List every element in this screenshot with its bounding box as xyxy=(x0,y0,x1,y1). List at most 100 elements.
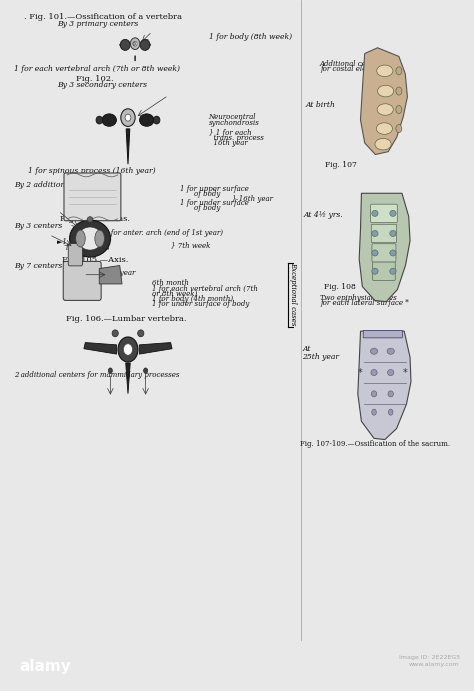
Text: Fig. 106.—Lumbar vertebra.: Fig. 106.—Lumbar vertebra. xyxy=(66,314,187,323)
Ellipse shape xyxy=(371,370,377,376)
Text: alamy: alamy xyxy=(19,659,71,674)
Polygon shape xyxy=(84,343,117,354)
Text: *: * xyxy=(358,368,363,377)
Text: 1 for upper surface: 1 for upper surface xyxy=(180,185,249,193)
Text: 2 additional centers for mammillary processes: 2 additional centers for mammillary proc… xyxy=(14,371,180,379)
Text: By 3 secondary centers: By 3 secondary centers xyxy=(57,81,147,88)
Text: for each lateral surface *: for each lateral surface * xyxy=(320,299,409,307)
Polygon shape xyxy=(359,193,410,302)
Text: By 2 additional plates: By 2 additional plates xyxy=(14,181,98,189)
Ellipse shape xyxy=(372,409,376,415)
Circle shape xyxy=(133,42,136,46)
Polygon shape xyxy=(139,343,172,354)
Text: Fig. 102.: Fig. 102. xyxy=(76,75,114,83)
FancyBboxPatch shape xyxy=(373,262,395,281)
Text: Fig. 105.—Axis.: Fig. 105.—Axis. xyxy=(62,256,128,264)
FancyBboxPatch shape xyxy=(371,225,397,243)
Text: 2nd year: 2nd year xyxy=(104,269,136,277)
Ellipse shape xyxy=(133,41,137,46)
Text: ►1 for each: ►1 for each xyxy=(57,238,98,247)
Text: synchondrosis: synchondrosis xyxy=(209,119,259,127)
Ellipse shape xyxy=(372,268,378,274)
Ellipse shape xyxy=(372,230,378,236)
Circle shape xyxy=(396,124,402,133)
Circle shape xyxy=(144,368,147,373)
Text: Fig. 104.—Atlas.: Fig. 104.—Atlas. xyxy=(60,216,130,223)
Text: } 16th year: } 16th year xyxy=(232,195,273,202)
Ellipse shape xyxy=(95,230,104,247)
Ellipse shape xyxy=(102,114,117,126)
Text: for costal elements*: for costal elements* xyxy=(320,65,392,73)
Polygon shape xyxy=(126,129,130,164)
Ellipse shape xyxy=(388,370,394,376)
Text: By 3 centers: By 3 centers xyxy=(14,223,63,230)
Text: lateral mass: lateral mass xyxy=(66,243,110,252)
Ellipse shape xyxy=(372,250,378,256)
FancyBboxPatch shape xyxy=(63,261,101,301)
Ellipse shape xyxy=(78,227,102,250)
Ellipse shape xyxy=(390,210,396,216)
Ellipse shape xyxy=(130,38,140,50)
Text: At birth: At birth xyxy=(306,100,336,108)
Text: By 7 centers: By 7 centers xyxy=(14,262,63,270)
Text: At 4½ yrs.: At 4½ yrs. xyxy=(303,211,343,219)
Text: Fig. 108: Fig. 108 xyxy=(324,283,356,291)
Polygon shape xyxy=(360,48,407,155)
Ellipse shape xyxy=(375,138,391,150)
Text: Neurocentral: Neurocentral xyxy=(209,113,256,122)
Text: Fig. 107-109.—Ossification of the sacrum.: Fig. 107-109.—Ossification of the sacrum… xyxy=(300,439,450,448)
Text: Additional centers: Additional centers xyxy=(320,60,385,68)
Text: 1 for anter. arch (end of 1st year): 1 for anter. arch (end of 1st year) xyxy=(104,229,223,237)
Text: 6th month: 6th month xyxy=(152,279,189,287)
Text: of body: of body xyxy=(194,190,221,198)
Polygon shape xyxy=(126,363,130,394)
Text: 1 for under surface: 1 for under surface xyxy=(180,199,249,207)
FancyBboxPatch shape xyxy=(371,204,397,223)
Text: 16th year: 16th year xyxy=(209,139,247,147)
Ellipse shape xyxy=(96,116,102,124)
Polygon shape xyxy=(358,331,411,439)
Ellipse shape xyxy=(76,230,85,247)
Text: 1 for each vertebral arch (7th: 1 for each vertebral arch (7th xyxy=(152,285,257,292)
Ellipse shape xyxy=(139,114,154,126)
Ellipse shape xyxy=(154,116,160,124)
Text: Fig. 103.: Fig. 103. xyxy=(76,175,114,183)
Ellipse shape xyxy=(372,210,378,216)
Text: } 7th week: } 7th week xyxy=(171,241,210,249)
Ellipse shape xyxy=(112,330,118,337)
Ellipse shape xyxy=(87,217,93,223)
Ellipse shape xyxy=(118,337,138,362)
Text: By 3 primary centers: By 3 primary centers xyxy=(57,20,138,28)
Ellipse shape xyxy=(388,409,393,415)
Ellipse shape xyxy=(123,343,133,355)
FancyBboxPatch shape xyxy=(363,330,402,338)
Ellipse shape xyxy=(377,104,393,115)
Circle shape xyxy=(396,87,402,95)
Text: 1 for each vertebral arch (7th or 8th week): 1 for each vertebral arch (7th or 8th we… xyxy=(14,65,180,73)
Text: 1 for spinous process (16th year): 1 for spinous process (16th year) xyxy=(28,167,156,176)
Ellipse shape xyxy=(378,85,394,97)
Ellipse shape xyxy=(121,108,135,126)
Text: *: * xyxy=(403,368,408,377)
Text: 1 for under surface of body: 1 for under surface of body xyxy=(152,300,249,308)
Ellipse shape xyxy=(371,348,378,354)
Ellipse shape xyxy=(387,348,394,354)
Text: Two epiphysial plates: Two epiphysial plates xyxy=(320,294,397,302)
Circle shape xyxy=(396,67,402,75)
Ellipse shape xyxy=(390,268,396,274)
FancyBboxPatch shape xyxy=(64,173,121,220)
Text: 25th year: 25th year xyxy=(302,352,339,361)
Text: . Fig. 101.—Ossification of a vertebra: . Fig. 101.—Ossification of a vertebra xyxy=(24,12,182,21)
Text: } 1 for each: } 1 for each xyxy=(209,129,251,137)
Text: 1 for body (8th week): 1 for body (8th week) xyxy=(209,33,292,41)
Text: trans. process: trans. process xyxy=(209,134,264,142)
Ellipse shape xyxy=(390,250,396,256)
Ellipse shape xyxy=(70,220,110,257)
Text: Exceptional cases: Exceptional cases xyxy=(289,262,297,325)
Text: At: At xyxy=(302,346,311,354)
Text: Image ID: 2E22EG5
www.alamy.com: Image ID: 2E22EG5 www.alamy.com xyxy=(399,655,460,667)
Ellipse shape xyxy=(137,330,144,337)
Circle shape xyxy=(396,106,402,113)
Text: Fig. 107: Fig. 107 xyxy=(325,161,356,169)
Ellipse shape xyxy=(371,391,377,397)
